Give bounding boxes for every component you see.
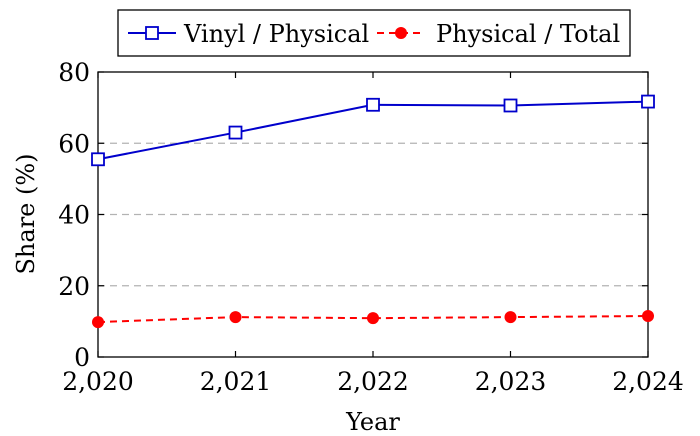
point-vinyl-physical-2024	[641, 94, 655, 109]
point-physical-total-2024	[642, 310, 654, 323]
point-vinyl-physical-2021	[228, 125, 243, 140]
point-vinyl-physical-2020	[91, 152, 105, 167]
x-tick-label-2020: 2,020	[62, 367, 134, 396]
x-tick-label-2024: 2,024	[612, 367, 684, 396]
legend-label-vinyl-physical: Vinyl / Physical	[183, 20, 369, 48]
y-tick-label-60: 60	[58, 129, 90, 158]
y-tick-label-20: 20	[58, 272, 90, 301]
series-line-physical-total	[97, 315, 649, 324]
series-group	[91, 94, 655, 329]
x-axis-title: Year	[345, 408, 400, 436]
point-physical-total-2023	[504, 311, 517, 324]
grid-lines	[98, 142, 648, 287]
legend: Vinyl / Physical Physical / Total	[117, 9, 631, 57]
point-physical-total-2021	[229, 311, 242, 324]
x-tick-label-2022: 2,022	[337, 367, 409, 396]
legend-box	[117, 9, 631, 57]
legend-marker-vinyl-physical	[145, 26, 159, 40]
point-physical-total-2022	[367, 312, 379, 325]
y-tick-label-0: 0	[74, 343, 90, 372]
y-axis-title: Share (%)	[12, 153, 40, 274]
y-tick-label-40: 40	[58, 201, 90, 230]
x-tick-label-2021: 2,021	[200, 367, 272, 396]
legend-label-physical-total: Physical / Total	[436, 20, 620, 48]
point-physical-total-2020	[92, 316, 104, 329]
legend-marker-physical-total	[395, 27, 407, 39]
point-vinyl-physical-2022	[366, 97, 380, 112]
y-tick-label-80: 80	[58, 58, 90, 87]
point-vinyl-physical-2023	[503, 98, 518, 113]
x-tick-label-2023: 2,023	[475, 367, 547, 396]
ticks: 0 20 40 60 80 2,020 2,021 2,022 2,023 2,024	[58, 58, 684, 396]
